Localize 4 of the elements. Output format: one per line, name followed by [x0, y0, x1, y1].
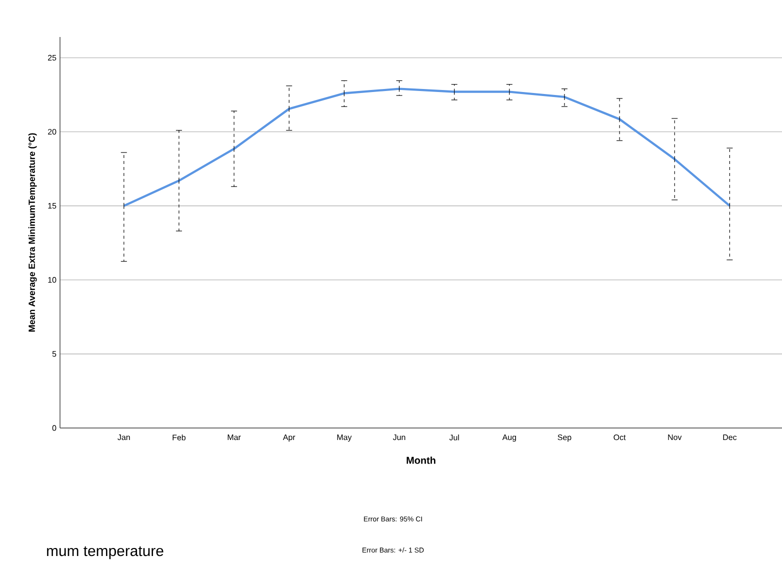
- text: mum temperature: [47, 546, 164, 560]
- line-series: [122, 88, 731, 207]
- y-axis-title: Mean Average Extra MinimumTemperature (°C): [28, 133, 37, 332]
- x-axis-title: Month: [406, 456, 436, 464]
